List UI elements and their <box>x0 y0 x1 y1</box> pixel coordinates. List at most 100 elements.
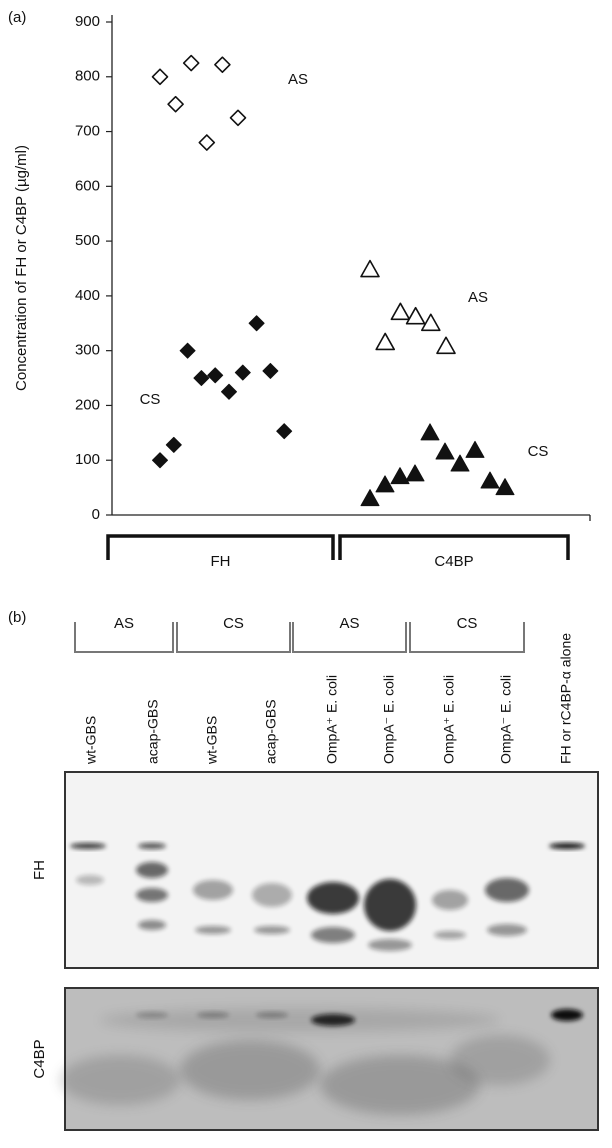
blot-group-label: AS <box>114 615 134 632</box>
panel-label: (a) <box>8 9 26 26</box>
y-tick-label: 400 <box>75 287 100 304</box>
blot-group-label: CS <box>223 615 244 632</box>
blot-texture <box>60 1055 180 1105</box>
group-label: FH <box>211 553 231 570</box>
y-tick-label: 0 <box>92 506 100 523</box>
blot-band <box>70 843 106 849</box>
blot-texture <box>320 1055 480 1115</box>
lane-label: OmpA⁻ E. coli <box>498 675 514 764</box>
point <box>405 306 426 325</box>
point <box>436 336 456 355</box>
blot-band <box>307 882 359 914</box>
series-label: CS <box>528 443 549 460</box>
row-label: C4BP <box>31 1039 48 1078</box>
blot-band <box>485 878 529 902</box>
blot-panel <box>60 771 599 1131</box>
point <box>262 362 279 379</box>
blot-band <box>195 926 231 934</box>
blot-band <box>364 879 416 931</box>
point <box>248 315 265 332</box>
lane-label: OmpA⁺ E. coli <box>324 675 340 764</box>
point <box>480 471 500 489</box>
blot-texture <box>180 1040 320 1100</box>
blot-band <box>254 926 290 934</box>
point <box>234 364 251 381</box>
point <box>179 342 196 359</box>
blot-band <box>311 1014 355 1026</box>
blot-band <box>138 920 166 930</box>
y-tick-label: 900 <box>75 13 100 30</box>
point <box>198 134 216 151</box>
point <box>390 302 411 321</box>
y-tick-label: 100 <box>75 451 100 468</box>
point <box>165 436 182 453</box>
y-tick-label: 200 <box>75 396 100 413</box>
group-bracket <box>338 534 570 560</box>
point <box>375 332 395 351</box>
blot-group-bracket <box>176 622 291 653</box>
point <box>405 464 425 482</box>
blot-band <box>368 939 412 951</box>
blot-band <box>434 931 466 939</box>
group-label: C4BP <box>434 553 473 570</box>
blot-band <box>252 883 292 907</box>
point <box>450 454 470 472</box>
point <box>151 68 169 86</box>
point <box>276 423 293 440</box>
y-tick-label: 300 <box>75 342 100 359</box>
blot-band <box>136 1012 168 1018</box>
lane-label: OmpA⁻ E. coli <box>381 675 397 764</box>
panel-label: (b) <box>8 609 26 626</box>
blot-group-bracket <box>409 622 525 653</box>
point <box>182 54 200 72</box>
blot-band <box>487 924 527 936</box>
y-tick-label: 600 <box>75 177 100 194</box>
y-axis-label: Concentration of FH or C4BP (µg/ml) <box>13 145 30 391</box>
blot-band <box>549 843 585 849</box>
y-tick-label: 500 <box>75 232 100 249</box>
lane-label: OmpA⁺ E. coli <box>441 675 457 764</box>
y-tick-label: 800 <box>75 68 100 85</box>
blot-band <box>76 875 104 885</box>
blot-band <box>256 1012 288 1018</box>
point <box>221 383 237 400</box>
lane-label: acap-GBS <box>145 699 161 764</box>
blot-texture <box>100 1008 500 1032</box>
point <box>390 467 410 485</box>
point <box>435 442 455 460</box>
blot-band <box>138 843 166 849</box>
point <box>229 109 247 127</box>
point <box>360 259 380 278</box>
row-label: FH <box>31 860 48 880</box>
blot-band <box>193 880 233 900</box>
y-tick-label: 700 <box>75 123 100 140</box>
blot-band <box>136 888 168 902</box>
blot-band <box>551 1009 583 1021</box>
series-label: AS <box>468 289 488 306</box>
point <box>152 452 168 469</box>
blot-group-bracket <box>74 622 174 653</box>
point <box>167 95 184 113</box>
point <box>495 478 515 496</box>
point <box>421 313 441 332</box>
blot-texture <box>450 1035 550 1085</box>
blot-group-label: CS <box>457 615 478 632</box>
lane-label: acap-GBS <box>263 699 279 764</box>
blot-band <box>136 862 168 878</box>
blot-band <box>432 890 468 910</box>
point <box>375 475 395 493</box>
series-label: AS <box>288 71 308 88</box>
point <box>420 423 440 441</box>
group-bracket <box>106 534 335 560</box>
lane-label: wt-GBS <box>204 716 220 765</box>
series-label: CS <box>140 391 161 408</box>
blot-band <box>197 1012 229 1018</box>
point <box>214 56 231 74</box>
point <box>207 367 224 384</box>
point <box>193 370 210 387</box>
lane-label: FH or rC4BP-α alone <box>558 633 574 764</box>
blot-group-bracket <box>292 622 407 653</box>
lane-label: wt-GBS <box>83 716 99 765</box>
point <box>360 489 380 507</box>
